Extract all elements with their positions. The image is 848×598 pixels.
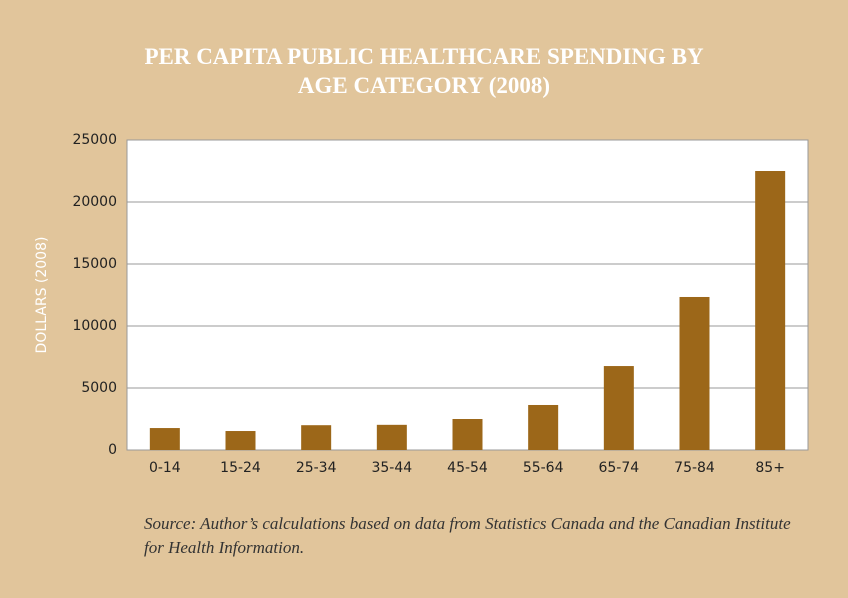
x-tick-label: 75-84 (674, 460, 715, 476)
bar (452, 419, 483, 450)
y-tick-label: 20000 (72, 194, 117, 210)
y-tick-label: 15000 (72, 256, 117, 272)
source-note: Source: Author’s calculations based on d… (144, 514, 791, 557)
y-tick-label: 5000 (81, 380, 117, 396)
x-tick-label: 25-34 (296, 460, 337, 476)
bar (376, 424, 407, 450)
bar (301, 425, 332, 450)
y-tick-label: 25000 (72, 132, 117, 148)
bar (755, 171, 786, 450)
y-tick-label: 10000 (72, 318, 117, 334)
x-tick-label: 45-54 (447, 460, 488, 476)
bar (225, 431, 256, 450)
y-axis-label: DOLLARS (2008) (34, 237, 50, 354)
bar (679, 296, 710, 450)
x-tick-label: 15-24 (220, 460, 261, 476)
chart-title: PER CAPITA PUBLIC HEALTHCARE SPENDING BY… (144, 44, 704, 98)
y-tick-label: 0 (108, 442, 117, 458)
x-tick-label: 35-44 (371, 460, 412, 476)
bar (603, 366, 634, 450)
x-tick-label: 65-74 (598, 460, 639, 476)
x-tick-label: 85+ (755, 460, 785, 476)
x-tick-label: 0-14 (149, 460, 181, 476)
bar (149, 428, 180, 450)
x-tick-label: 55-64 (523, 460, 564, 476)
bar (528, 404, 559, 450)
